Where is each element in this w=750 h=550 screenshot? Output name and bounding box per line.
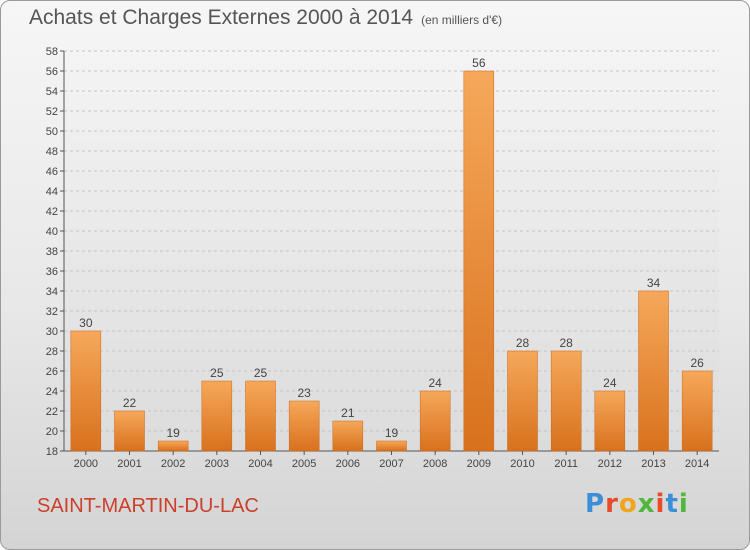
y-tick-label: 24 [46,386,58,398]
bar [419,390,451,452]
y-tick-label: 56 [46,66,58,78]
bar-value-label: 56 [472,56,486,70]
y-tick-label: 18 [46,446,58,458]
y-tick-label: 36 [46,266,58,278]
x-tick-label: 2000 [74,458,98,470]
bar-value-label: 21 [341,406,355,420]
y-tick-label: 34 [46,286,58,298]
bar-value-label: 24 [603,376,617,390]
x-tick-label: 2006 [336,458,360,470]
y-tick-label: 40 [46,226,58,238]
bar [70,330,102,452]
bar-value-label: 24 [428,376,442,390]
bar [463,70,495,452]
bar [201,380,233,452]
x-tick-label: 2008 [423,458,447,470]
logo-letter: o [618,489,638,519]
bar-value-label: 19 [385,426,399,440]
logo-letter: P [585,489,606,519]
x-tick-label: 2004 [248,458,272,470]
bar-value-label: 30 [79,316,93,330]
logo-letter: r [605,489,619,519]
y-tick-label: 58 [46,46,58,58]
bar [594,390,626,452]
bar [550,350,582,452]
logo-letter: x [637,489,656,519]
y-tick-label: 54 [46,86,58,98]
logo-letter: i [655,489,666,519]
y-tick-label: 50 [46,126,58,138]
y-tick-label: 38 [46,246,58,258]
y-tick-label: 22 [46,406,58,418]
bar [638,290,669,452]
bar-value-label: 25 [254,366,268,380]
bar [681,370,713,452]
x-tick-label: 2007 [379,458,403,470]
proxiti-logo: Proxiti [585,489,689,519]
bar [376,440,407,452]
y-tick-label: 32 [46,306,58,318]
x-tick-label: 2014 [685,458,709,470]
bar [245,380,276,452]
chart-title-text: Achats et Charges Externes 2000 à 2014 [29,6,414,29]
x-tick-label: 2013 [641,458,665,470]
x-tick-label: 2003 [205,458,229,470]
bar-value-label: 28 [559,336,573,350]
bar-value-label: 26 [690,356,704,370]
bar [507,350,538,452]
bar-value-label: 25 [210,366,224,380]
chart-title: Achats et Charges Externes 2000 à 2014 (e… [29,6,502,30]
x-tick-label: 2010 [510,458,534,470]
bar [332,420,364,452]
y-tick-label: 46 [46,166,58,178]
x-tick-label: 2012 [598,458,622,470]
x-tick-label: 2005 [292,458,316,470]
chart-subtitle: (en milliers d'€) [421,13,503,27]
y-tick-label: 52 [46,106,58,118]
bar-value-label: 22 [123,396,137,410]
y-tick-label: 26 [46,366,58,378]
bar [288,400,320,452]
bar-value-label: 23 [297,386,311,400]
x-tick-label: 2009 [467,458,491,470]
y-tick-label: 28 [46,346,58,358]
place-name: SAINT-MARTIN-DU-LAC [37,495,259,517]
logo-letter: i [678,489,689,519]
x-tick-label: 2011 [554,458,578,470]
bar-value-label: 28 [516,336,530,350]
x-tick-label: 2002 [161,458,185,470]
x-tick-label: 2001 [117,458,141,470]
y-tick-label: 44 [46,186,58,198]
y-tick-label: 20 [46,426,58,438]
bar [157,440,189,452]
y-tick-label: 42 [46,206,58,218]
y-tick-label: 48 [46,146,58,158]
bar [114,410,145,452]
bar-value-label: 34 [647,276,661,290]
y-tick-label: 30 [46,326,58,338]
logo-letter: t [665,489,679,519]
bar-value-label: 19 [166,426,180,440]
